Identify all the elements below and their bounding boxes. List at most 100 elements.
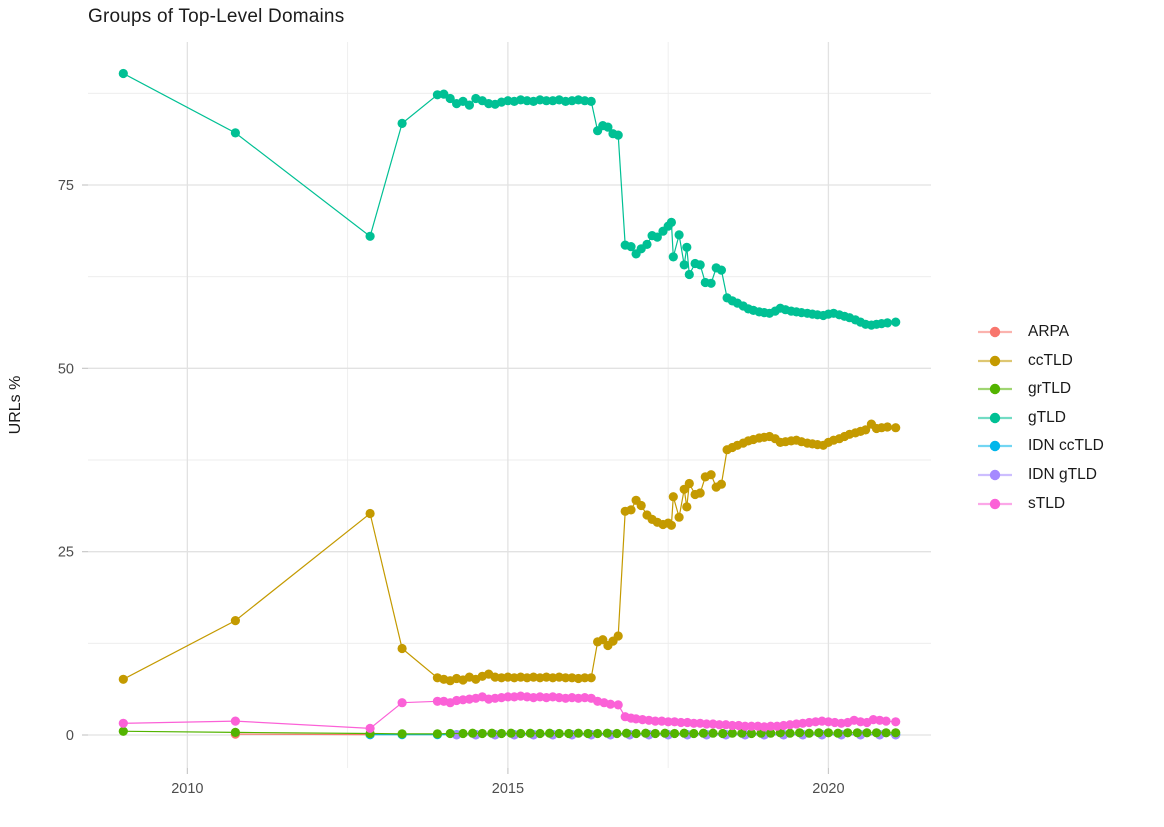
legend: ARPA ccTLD grTLD gTLD IDN ccTLD IDN gTLD… — [976, 322, 1104, 522]
data-point — [118, 726, 128, 736]
series-stld — [118, 691, 901, 734]
data-point — [554, 728, 564, 739]
data-point — [882, 422, 893, 432]
data-point — [881, 716, 891, 726]
series-gtld — [118, 68, 901, 330]
data-point — [698, 728, 709, 738]
data-point — [881, 728, 891, 738]
data-point — [650, 728, 660, 739]
data-point — [833, 728, 843, 738]
x-tick-label: 2020 — [812, 781, 844, 797]
legend-key-line-dot-icon — [976, 438, 1014, 454]
x-tick-label: 2010 — [171, 781, 203, 797]
legend-item-stld: sTLD — [976, 494, 1104, 514]
data-point — [397, 118, 407, 128]
data-point — [823, 728, 834, 738]
data-point — [668, 252, 678, 262]
data-point — [814, 728, 824, 738]
data-point — [564, 728, 574, 739]
legend-key-line-dot-icon — [976, 496, 1014, 512]
data-point — [458, 728, 468, 739]
legend-label: ARPA — [1028, 323, 1070, 340]
data-point — [674, 230, 684, 240]
data-point — [573, 728, 584, 738]
y-tick-label: 0 — [66, 728, 74, 744]
data-point — [365, 231, 375, 241]
data-point — [737, 728, 747, 738]
y-tick-label: 50 — [58, 361, 74, 377]
data-point — [439, 89, 449, 99]
legend-label: sTLD — [1028, 494, 1066, 512]
data-point — [541, 96, 552, 106]
chart-title: Groups of Top-Level Domains — [88, 6, 345, 27]
legend-label: gTLD — [1028, 408, 1066, 426]
series-arpa — [230, 729, 375, 740]
data-point — [506, 728, 516, 738]
legend-key-line-dot-icon — [976, 324, 1014, 340]
data-point — [118, 674, 128, 684]
data-point — [740, 721, 750, 731]
data-point — [636, 500, 646, 511]
data-point — [684, 478, 694, 489]
series-line — [123, 72, 896, 326]
data-point — [716, 265, 727, 275]
data-point — [612, 728, 622, 739]
data-point — [666, 217, 677, 227]
legend-key-line-dot-icon — [976, 467, 1014, 483]
legend-label: ccTLD — [1028, 351, 1073, 369]
legend-label: IDN gTLD — [1028, 465, 1097, 483]
legend-item-gtld: gTLD — [976, 408, 1104, 428]
data-point — [871, 728, 882, 738]
data-point — [397, 729, 407, 739]
data-point — [684, 269, 694, 280]
data-point — [695, 488, 705, 498]
data-point — [561, 673, 571, 683]
data-point — [626, 242, 636, 252]
data-point — [668, 492, 678, 502]
data-point — [689, 718, 699, 728]
data-point — [586, 96, 596, 106]
data-point — [464, 100, 474, 110]
legend-label: grTLD — [1028, 380, 1072, 398]
legend-key-line-dot-icon — [976, 353, 1014, 369]
data-point — [785, 728, 795, 738]
data-point — [525, 728, 535, 738]
data-point — [613, 130, 623, 140]
series-line — [123, 730, 896, 735]
data-point — [586, 673, 596, 683]
data-point — [679, 728, 689, 738]
data-point — [891, 717, 901, 727]
data-point — [602, 728, 612, 738]
data-point — [706, 470, 716, 480]
data-point — [679, 260, 689, 270]
series-cctld — [118, 419, 901, 686]
legend-label: IDN ccTLD — [1028, 437, 1104, 455]
data-point — [676, 717, 686, 728]
data-point — [708, 728, 718, 738]
data-point — [230, 616, 240, 626]
data-point — [891, 317, 901, 327]
series-grtld — [118, 726, 901, 739]
data-point — [682, 502, 692, 512]
data-point — [746, 721, 757, 731]
data-point — [674, 512, 684, 522]
y-tick-label: 25 — [58, 545, 74, 561]
data-point — [641, 728, 651, 738]
data-point — [666, 520, 677, 530]
data-point — [714, 720, 725, 730]
data-point — [118, 68, 128, 79]
data-point — [689, 728, 699, 739]
data-point — [445, 728, 455, 739]
data-point — [365, 723, 375, 734]
data-point — [650, 716, 660, 726]
data-point — [727, 720, 737, 731]
data-point — [795, 728, 805, 738]
legend-item-idn-cctld: IDN ccTLD — [976, 436, 1104, 456]
data-point — [766, 721, 776, 731]
data-point — [861, 425, 871, 435]
data-point — [503, 692, 513, 702]
data-point — [682, 242, 692, 252]
data-point — [477, 728, 487, 739]
